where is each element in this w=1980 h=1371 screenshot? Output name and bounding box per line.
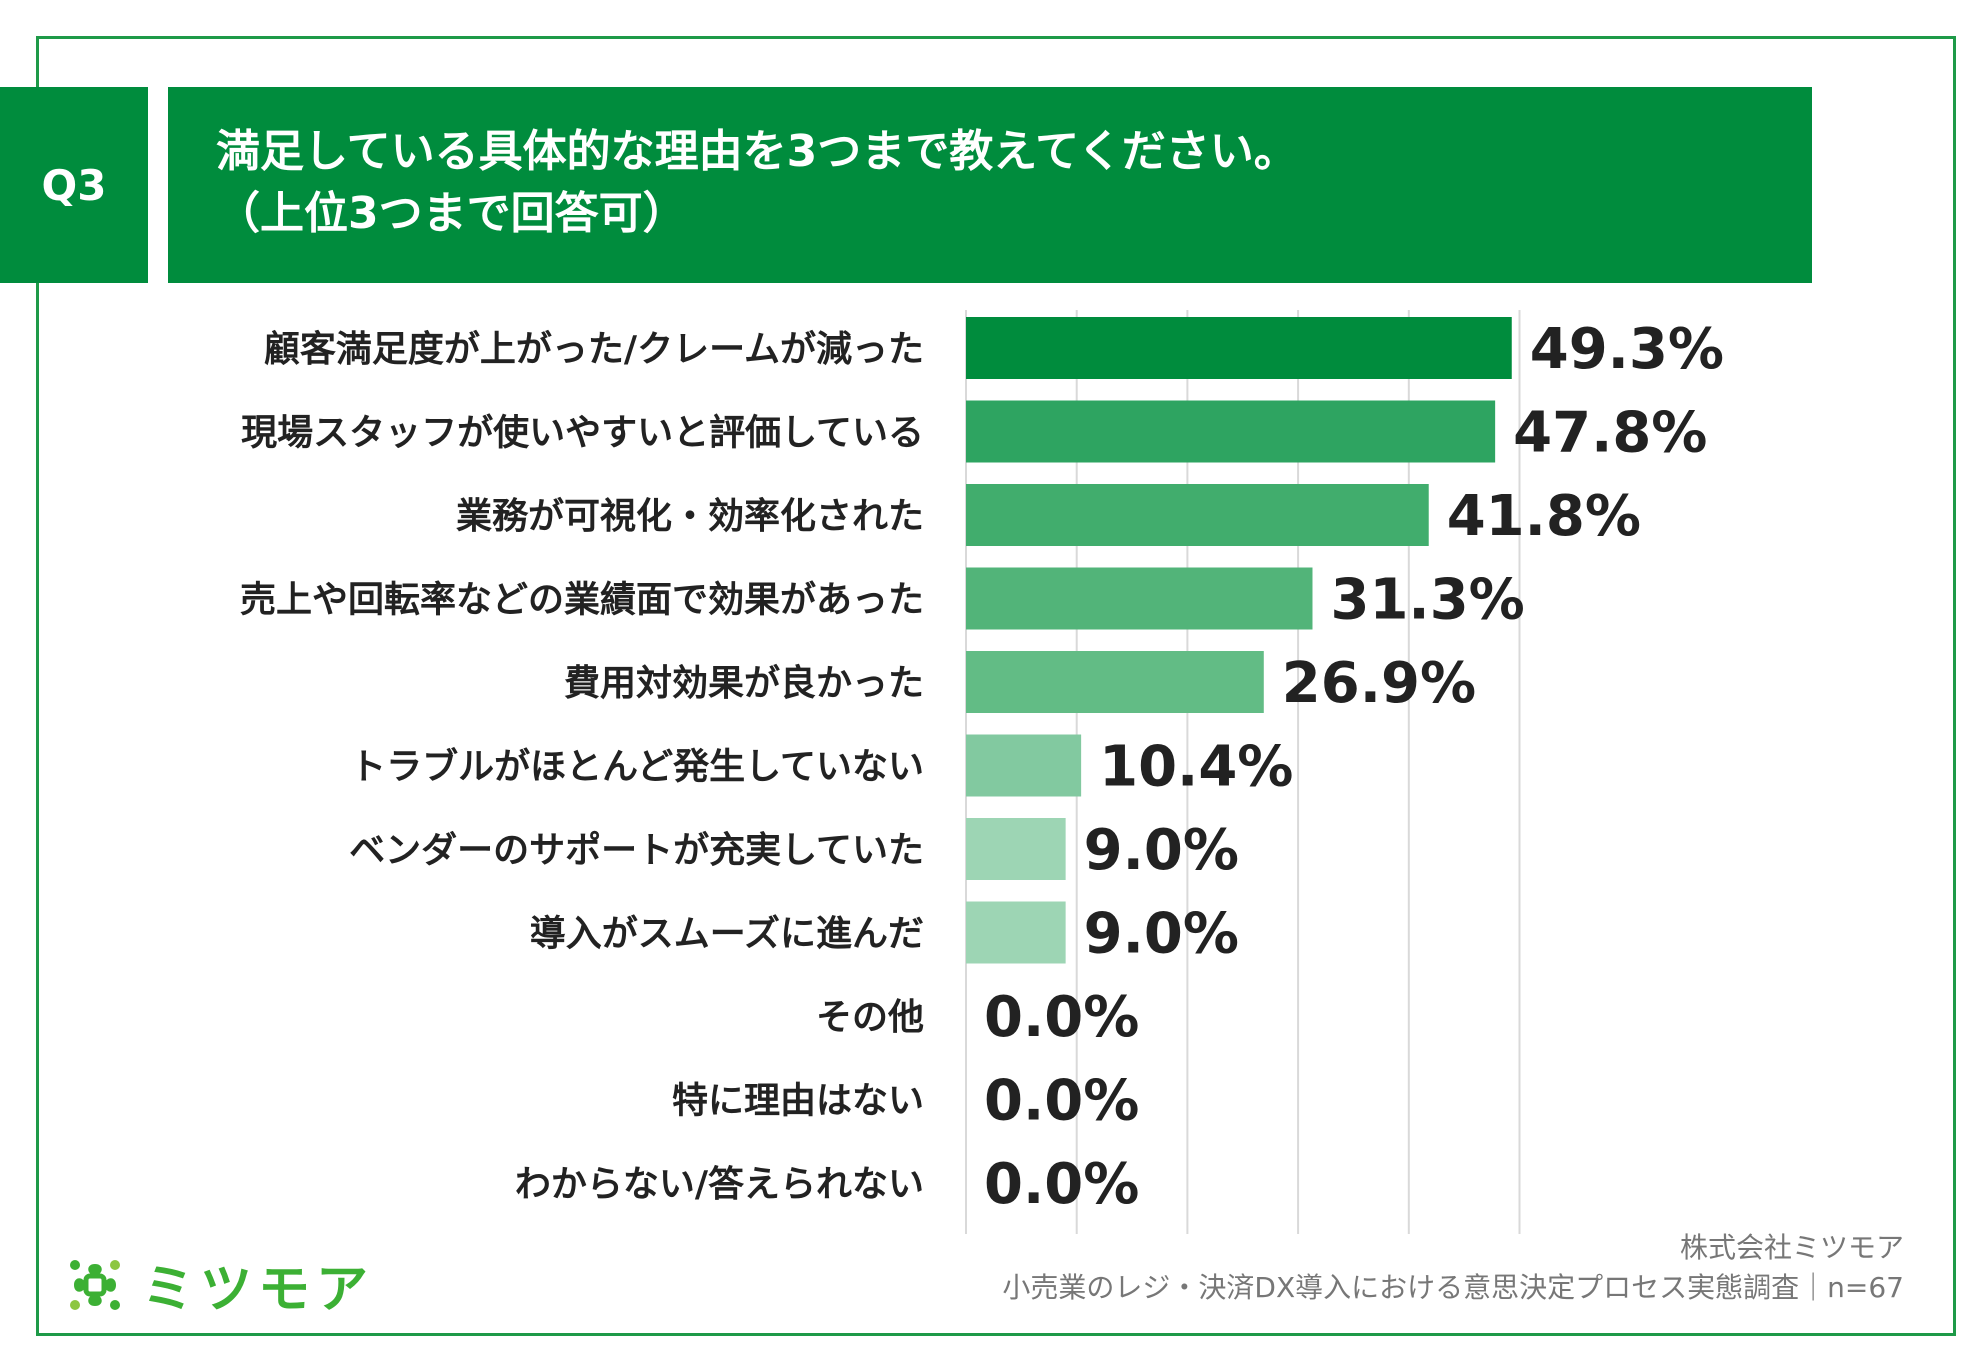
logo-text: ミツモア xyxy=(142,1260,375,1320)
bar xyxy=(966,651,1264,713)
value-label: 26.9% xyxy=(1282,651,1476,716)
value-label: 31.3% xyxy=(1330,568,1524,633)
source-survey: 小売業のレジ・決済DX導入における意思決定プロセス実態調査｜n=67 xyxy=(1002,1271,1904,1304)
source-note: 株式会社ミツモア 小売業のレジ・決済DX導入における意思決定プロセス実態調査｜n… xyxy=(1002,1228,1904,1308)
mitsumoa-logo: ミツモア xyxy=(66,1247,374,1322)
value-label: 47.8% xyxy=(1513,401,1707,466)
bar xyxy=(966,400,1496,463)
question-title-line1: 満足している具体的な理由を3つまで教えてください。 xyxy=(216,126,1298,177)
category-label: ベンダーのサポートが充実していた xyxy=(349,829,924,871)
question-number: Q3 xyxy=(41,160,107,210)
value-label: 9.0% xyxy=(1084,902,1239,967)
bar xyxy=(966,734,1082,797)
category-label: わからない/答えられない xyxy=(515,1164,924,1205)
category-label: その他 xyxy=(816,997,924,1038)
bar xyxy=(966,901,1066,964)
category-label: トラブルがほとんど発生していない xyxy=(350,746,924,788)
bar xyxy=(966,567,1313,630)
value-label: 41.8% xyxy=(1447,484,1641,549)
value-label: 10.4% xyxy=(1099,735,1293,800)
question-number-box: Q3 xyxy=(0,87,148,283)
category-label: 費用対効果が良かった xyxy=(564,663,924,704)
category-label: 売上や回転率などの業績面で効果があった xyxy=(240,580,924,621)
category-label: 導入がスムーズに進んだ xyxy=(530,913,924,955)
category-label: 特に理由はない xyxy=(672,1081,924,1122)
value-label: 0.0% xyxy=(984,1152,1139,1217)
value-label: 0.0% xyxy=(984,985,1139,1050)
category-label: 業務が可視化・効率化された xyxy=(456,496,924,537)
logo-mark-icon xyxy=(70,1259,120,1310)
category-label: 現場スタッフが使いやすいと評価している xyxy=(241,413,924,454)
value-label: 9.0% xyxy=(1084,818,1239,883)
question-title-line2: （上位3つまで回答可） xyxy=(216,188,687,239)
bar xyxy=(966,484,1429,546)
category-label: 顧客満足度が上がった/クレームが減った xyxy=(264,329,924,370)
chart-frame xyxy=(36,36,1956,1336)
source-company: 株式会社ミツモア xyxy=(1679,1231,1904,1264)
bar xyxy=(966,818,1066,880)
value-label: 0.0% xyxy=(984,1069,1139,1134)
bar xyxy=(966,317,1512,379)
question-title-box: 満足している具体的な理由を3つまで教えてください。 （上位3つまで回答可） xyxy=(168,87,1812,283)
value-label: 49.3% xyxy=(1530,317,1724,382)
